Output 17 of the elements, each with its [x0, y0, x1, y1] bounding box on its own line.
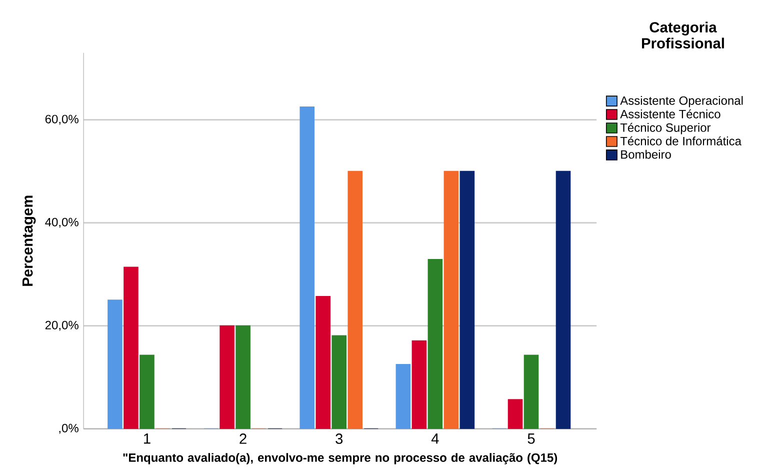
y-tick-label: 60,0%: [45, 114, 78, 125]
x-axis-title: "Enquanto avaliado(a), envolvo-me sempre no processo de avaliação (Q15): [123, 453, 558, 464]
y-tick-label: 20,0%: [45, 320, 78, 331]
x-tick-label: 2: [240, 434, 246, 444]
y-axis-title: Percentagem: [22, 196, 36, 286]
x-tick-label: 4: [431, 434, 439, 444]
legend-label: Assistente Operacional: [620, 96, 743, 108]
y-tick-label: 40,0%: [45, 218, 78, 228]
x-tick-label: 5: [528, 434, 535, 444]
legend-label: Técnico de Informática: [620, 136, 742, 146]
y-tick-label: ,0%: [59, 424, 78, 434]
x-tick-label: 3: [336, 434, 343, 444]
x-tick-label: 1: [144, 434, 150, 444]
legend-label: Assistente Técnico: [620, 109, 720, 118]
legend-title: Categoria Profissional: [642, 22, 724, 48]
legend-label: Bombeiro: [621, 150, 671, 159]
legend-label: Técnico Superior: [620, 122, 711, 134]
